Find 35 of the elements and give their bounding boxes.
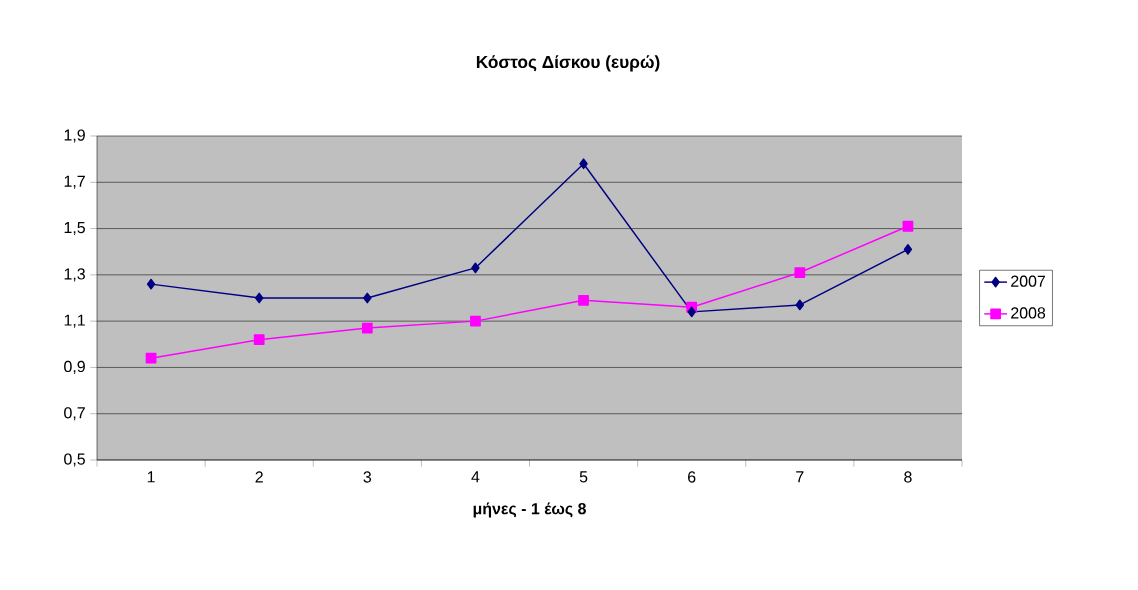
legend-label: 2007 — [1011, 275, 1045, 287]
point — [363, 292, 372, 304]
point — [470, 315, 481, 327]
y-tick-label: 1,7 — [64, 175, 85, 189]
y-tick-label: 1,1 — [64, 314, 85, 328]
x-axis-title: μήνες - 1 έως 8 — [473, 502, 586, 518]
point — [903, 244, 913, 255]
y-tick-label: 1,3 — [64, 268, 85, 282]
point — [361, 322, 373, 334]
x-tick-label: 8 — [904, 471, 912, 483]
y-tick-label: 0,9 — [64, 360, 85, 375]
x-tick-label: 1 — [147, 471, 155, 483]
y-tick-label: 0,5 — [64, 453, 85, 467]
point — [902, 220, 914, 232]
x-tick-label: 6 — [688, 471, 696, 483]
chart-title: Κόστος Δίσκου (ευρώ) — [476, 55, 660, 72]
point — [795, 299, 805, 311]
y-tick-label: 1,5 — [64, 222, 85, 236]
x-tick-label: 4 — [471, 471, 480, 483]
point — [579, 158, 588, 170]
x-tick-label: 5 — [579, 471, 588, 483]
point — [145, 352, 157, 364]
point — [794, 267, 806, 278]
y-tick-label: 1,9 — [64, 129, 85, 143]
point — [253, 334, 265, 346]
y-tick-label: 0,7 — [64, 407, 85, 421]
x-tick-label: 2 — [255, 471, 263, 483]
point — [254, 292, 264, 304]
point — [687, 306, 696, 318]
point — [578, 294, 589, 306]
x-tick-label: 3 — [363, 471, 372, 483]
point — [146, 278, 156, 290]
legend-label: 2008 — [1011, 307, 1046, 319]
x-tick-label: 7 — [796, 471, 804, 483]
point — [471, 262, 480, 274]
